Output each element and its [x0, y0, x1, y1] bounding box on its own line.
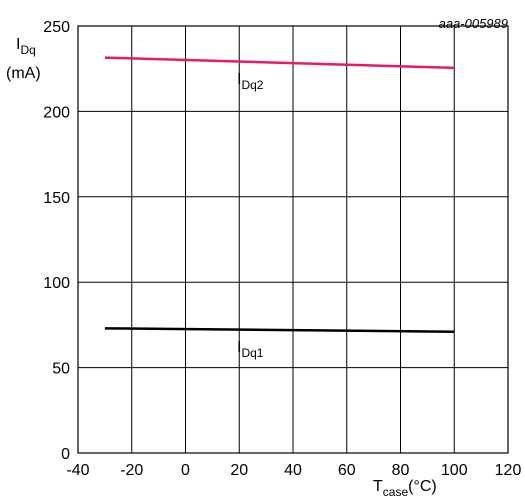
series-label-IDq1-main: I: [237, 339, 241, 356]
figure-code: aaa-005989: [439, 16, 508, 31]
series-label-IDq2-main: I: [237, 71, 241, 88]
x-tick-label: 100: [441, 462, 468, 479]
x-tick-label: 120: [495, 462, 522, 479]
y-axis-label-sub: Dq: [20, 43, 35, 57]
x-tick-label: -40: [66, 462, 89, 479]
series-label-IDq2-sub: Dq2: [241, 78, 263, 92]
x-axis-label-sub: case: [383, 485, 409, 499]
x-axis-label: Tcase(°C): [373, 478, 437, 499]
series-label-IDq1: IDq1: [237, 339, 264, 360]
x-tick-label: 80: [392, 462, 410, 479]
x-tick-label: 20: [230, 462, 248, 479]
y-axis-label-main: I: [16, 36, 20, 53]
y-tick-label: 50: [52, 361, 70, 378]
plot-frame: [77, 25, 509, 454]
x-tick-label: 0: [181, 462, 190, 479]
y-tick-label: 250: [43, 19, 70, 36]
series-label-IDq2: IDq2: [237, 71, 264, 92]
series-layer: [104, 56, 455, 333]
y-axis-label: IDq: [16, 36, 36, 57]
series-line-IDq2: [104, 56, 455, 70]
x-tick-label: 60: [338, 462, 356, 479]
grid: [77, 25, 509, 454]
y-tick-label: 0: [61, 446, 70, 463]
x-tick-label: 40: [284, 462, 302, 479]
x-axis-label-unit: (°C): [408, 478, 437, 495]
tick-labels: -40 -20 0 20 40 60 80 100 120 0 50 100 150 200 250: [43, 19, 521, 479]
series-line-IDq1: [104, 327, 455, 333]
x-tick-label: -20: [120, 462, 143, 479]
y-tick-label: 100: [43, 275, 70, 292]
y-tick-label: 150: [43, 190, 70, 207]
series-label-IDq1-sub: Dq1: [241, 346, 263, 360]
y-axis-unit: (mA): [6, 65, 41, 82]
x-axis-label-main: T: [373, 478, 383, 495]
y-tick-label: 200: [43, 104, 70, 121]
